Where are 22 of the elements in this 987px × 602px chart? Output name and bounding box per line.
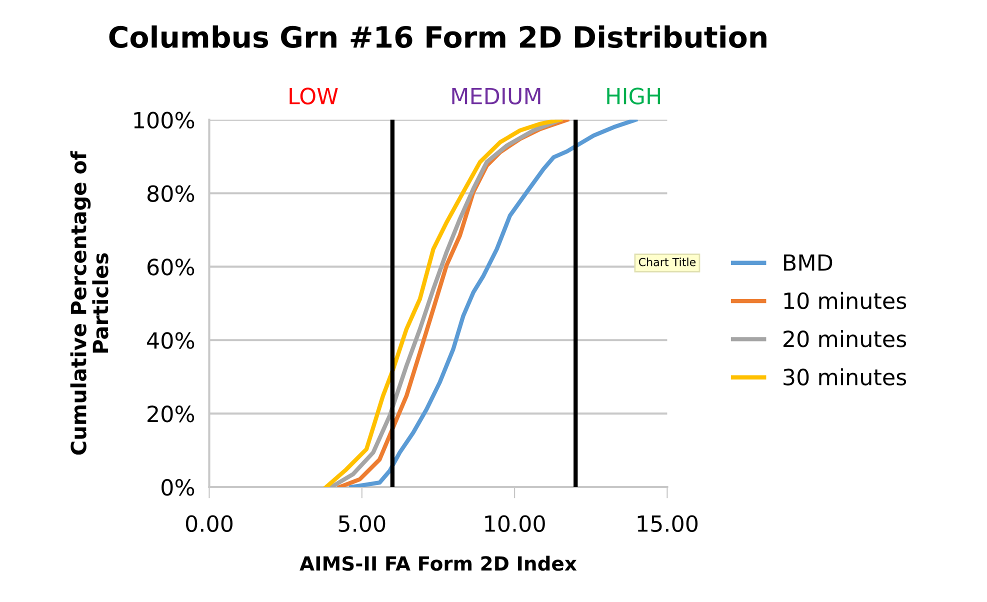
- legend-label: BMD: [784, 254, 832, 271]
- line-series: [349, 120, 638, 488]
- y-tick-label: 0%: [162, 478, 194, 496]
- annotation: Chart Title: [638, 258, 696, 266]
- legend-label: 30 minutes: [784, 368, 906, 386]
- x-tick-label: 10.00: [485, 515, 545, 532]
- text: HIGH: [607, 88, 660, 104]
- y-axis-title: Cumulative Percentage of Particles: [70, 150, 108, 455]
- x-tick-label: 5.00: [338, 515, 386, 532]
- text: MEDIUM: [452, 88, 540, 104]
- x-tick-label: 0.00: [186, 515, 233, 532]
- x-axis-title: AIMS-II FA Form 2D Index: [300, 556, 577, 571]
- y-tick-label: 60%: [148, 258, 194, 276]
- legend-label: 10 minutes: [784, 292, 906, 310]
- legend-label: 20 minutes: [784, 330, 906, 348]
- chart-title: Columbus Grn #16 Form 2D Distribution: [109, 25, 766, 48]
- x-tick-label: 15.00: [638, 515, 698, 532]
- y-tick-label: 20%: [148, 406, 194, 422]
- y-tick-label: 40%: [147, 332, 194, 349]
- y-tick-label: 100%: [134, 112, 194, 129]
- y-tick-label: 80%: [147, 185, 194, 202]
- text: LOW: [290, 88, 338, 104]
